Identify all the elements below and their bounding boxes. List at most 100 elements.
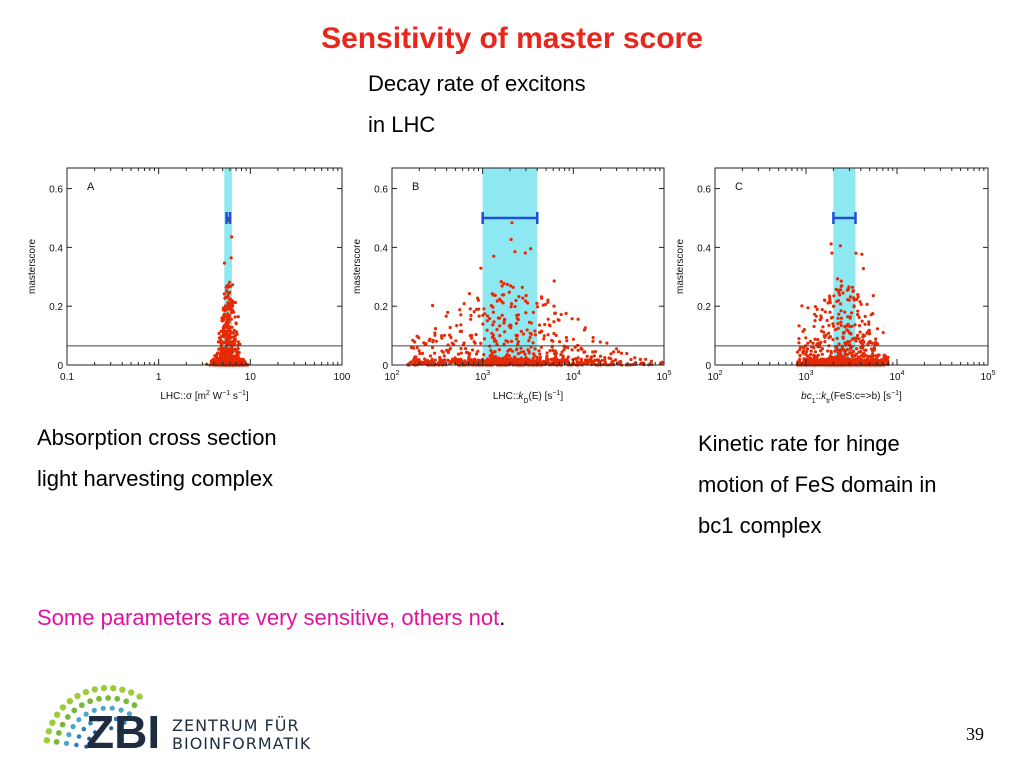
x-tick-label: 105	[980, 370, 995, 383]
data-point	[514, 321, 519, 325]
data-point	[219, 353, 223, 357]
data-point	[576, 343, 580, 347]
data-point	[509, 302, 514, 306]
data-point	[418, 351, 422, 356]
data-point	[482, 307, 486, 311]
data-point	[510, 221, 514, 225]
data-point	[454, 359, 458, 363]
data-point	[545, 354, 549, 358]
data-point	[805, 350, 809, 354]
data-point	[499, 280, 503, 284]
data-point	[226, 319, 230, 323]
data-point	[875, 327, 880, 331]
data-point	[217, 347, 221, 351]
data-point	[566, 359, 570, 363]
x-tick-label: 104	[566, 370, 581, 383]
data-point	[833, 328, 838, 332]
data-point	[500, 293, 505, 297]
data-point	[492, 293, 496, 297]
data-point	[228, 332, 232, 337]
data-point	[566, 355, 570, 359]
data-point	[566, 346, 570, 350]
data-point	[234, 322, 238, 326]
logo-dot	[93, 730, 97, 735]
caption-left: Absorption cross section light harvestin…	[37, 417, 277, 499]
data-point	[229, 256, 233, 260]
data-point	[869, 313, 873, 317]
y-axis-label: masterscore	[352, 239, 363, 294]
x-tick-exponent: 4	[577, 370, 581, 377]
data-point	[495, 342, 499, 346]
x-axis-label: LHC::σ [m2 W−1 s−1]	[160, 390, 249, 402]
data-point	[797, 337, 801, 341]
data-point	[470, 333, 474, 338]
data-point	[804, 352, 808, 356]
data-point	[809, 352, 813, 357]
data-point	[501, 301, 505, 305]
data-point	[848, 325, 852, 329]
data-point	[816, 338, 820, 342]
data-point	[242, 358, 246, 362]
data-point	[485, 328, 489, 332]
data-point	[482, 337, 487, 341]
data-point	[444, 314, 448, 318]
data-point	[823, 310, 827, 314]
data-point	[459, 351, 463, 355]
data-point	[820, 308, 824, 312]
data-point	[847, 285, 851, 289]
data-point	[548, 349, 552, 353]
x-tick-label: 103	[475, 370, 490, 383]
logo-dot	[76, 717, 82, 723]
data-point	[230, 235, 234, 239]
y-tick-label: 0	[57, 361, 63, 372]
logo-dot	[122, 720, 127, 725]
y-tick-label: 0	[705, 361, 711, 372]
caption-right-line-2: motion of FeS domain in	[698, 472, 937, 497]
data-point	[233, 342, 237, 346]
x-axis-label-part: tr	[826, 398, 831, 405]
data-point	[561, 354, 565, 358]
data-point	[843, 310, 847, 314]
data-point	[838, 349, 843, 353]
data-point	[841, 291, 845, 295]
data-point	[878, 359, 883, 363]
data-point	[836, 322, 840, 326]
data-point	[537, 323, 542, 327]
data-point	[236, 347, 240, 351]
data-point	[234, 330, 239, 334]
data-point	[230, 305, 234, 309]
data-point	[857, 337, 861, 341]
y-axis-label: masterscore	[27, 239, 38, 294]
x-axis-label-part: ]	[560, 391, 563, 402]
data-point	[557, 318, 561, 322]
data-point	[230, 325, 234, 329]
data-point	[226, 329, 230, 333]
data-point	[445, 348, 449, 352]
data-point	[823, 298, 827, 302]
x-tick-exponent: 3	[810, 370, 814, 377]
data-point	[856, 333, 860, 337]
x-axis-label-part: bc	[801, 391, 812, 402]
data-point	[857, 315, 861, 319]
data-point	[855, 297, 859, 301]
data-point	[498, 324, 502, 328]
data-point	[827, 331, 831, 335]
data-point	[510, 361, 514, 365]
data-point	[614, 358, 618, 362]
data-point	[513, 359, 517, 363]
data-point	[831, 304, 836, 308]
data-point	[430, 345, 435, 350]
data-point	[409, 345, 413, 349]
data-point	[223, 340, 227, 344]
x-axis-label-part: LHC::σ [m	[160, 391, 206, 402]
data-point	[529, 321, 533, 325]
data-point	[225, 325, 229, 329]
data-point	[232, 328, 236, 332]
x-axis-label-part: LHC::	[493, 391, 519, 402]
data-point	[589, 355, 594, 359]
data-point	[495, 299, 499, 303]
data-point	[455, 324, 459, 328]
data-point	[523, 357, 527, 361]
data-point	[846, 340, 850, 344]
data-point	[856, 313, 860, 317]
